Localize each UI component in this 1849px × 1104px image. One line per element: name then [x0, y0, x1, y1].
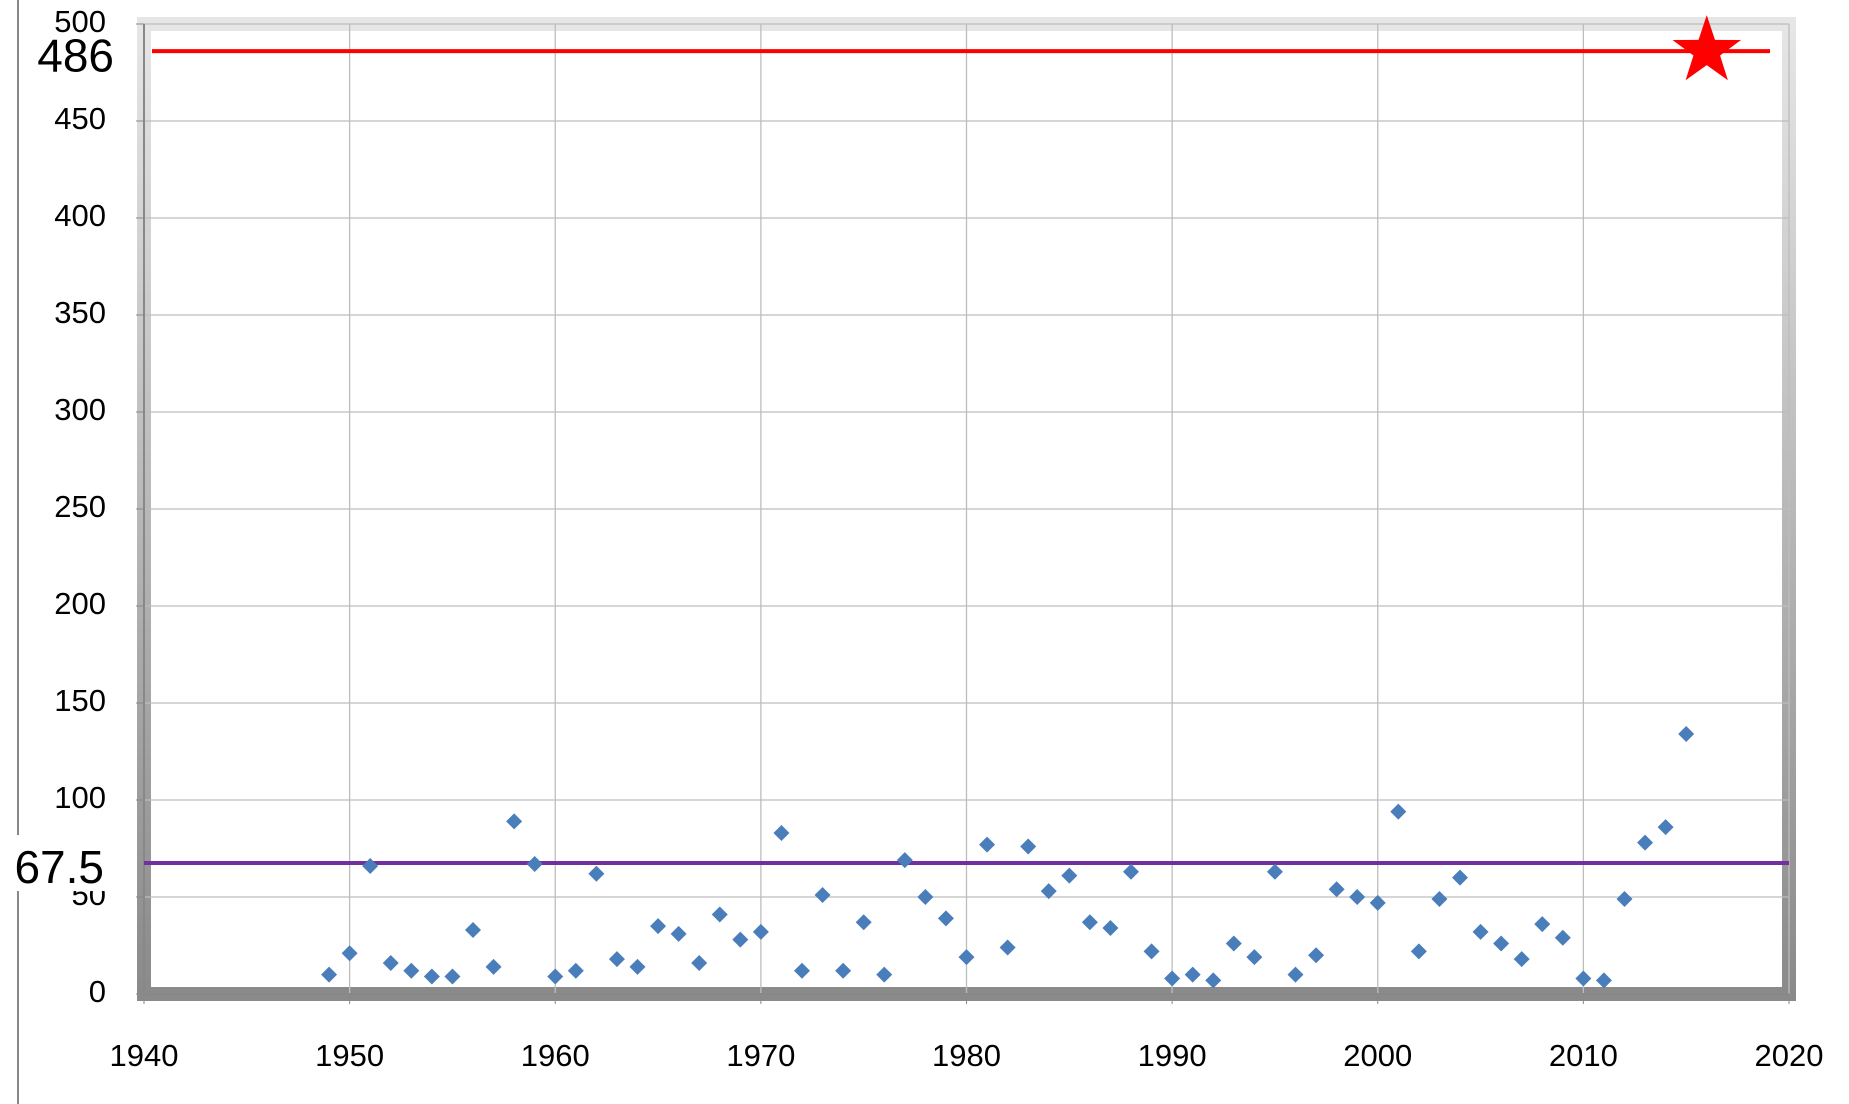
- data-point: [506, 813, 523, 830]
- data-point: [855, 914, 872, 931]
- x-tick-label: 1970: [726, 1038, 795, 1073]
- data-point: [321, 966, 338, 983]
- x-tick-label: 2010: [1549, 1038, 1618, 1073]
- y-tick-label: 100: [54, 780, 106, 815]
- data-point: [1287, 966, 1304, 983]
- reference-label: 67.5: [14, 841, 104, 893]
- data-point: [691, 954, 708, 971]
- y-tick-label: 0: [89, 974, 106, 1009]
- data-point: [1143, 943, 1160, 960]
- data-point: [1554, 929, 1571, 946]
- data-point: [1246, 949, 1263, 966]
- data-point: [465, 921, 481, 938]
- data-point: [958, 949, 975, 966]
- y-tick-label: 200: [54, 586, 106, 621]
- data-point: [1328, 881, 1345, 898]
- data-point: [1390, 803, 1407, 820]
- data-point: [794, 962, 810, 979]
- data-point: [711, 906, 728, 923]
- x-tick-label: 1960: [521, 1038, 590, 1073]
- data-point: [1616, 890, 1633, 907]
- data-point: [732, 931, 749, 948]
- data-point: [1637, 834, 1654, 851]
- data-point: [423, 968, 440, 985]
- data-point: [1534, 916, 1551, 933]
- data-point: [1513, 951, 1530, 968]
- data-point: [670, 925, 687, 942]
- x-tick-label: 1990: [1138, 1038, 1207, 1073]
- data-point: [773, 824, 790, 841]
- data-point: [814, 887, 831, 904]
- x-tick-label: 2000: [1343, 1038, 1412, 1073]
- data-point: [1205, 972, 1222, 989]
- data-point: [382, 954, 399, 971]
- data-point: [403, 962, 420, 979]
- y-tick-label: 400: [54, 198, 106, 233]
- data-point: [526, 856, 543, 873]
- x-tick-label: 2020: [1755, 1038, 1824, 1073]
- y-tick-label: 300: [54, 392, 106, 427]
- data-point: [341, 945, 358, 962]
- star-marker: [1672, 15, 1741, 81]
- data-point: [1123, 863, 1139, 880]
- data-point: [567, 962, 584, 979]
- data-point: [1472, 923, 1489, 940]
- data-point: [1102, 920, 1119, 937]
- y-tick-label: 250: [54, 489, 106, 524]
- data-point: [444, 968, 461, 985]
- data-point: [1020, 838, 1037, 855]
- data-point: [1164, 970, 1181, 987]
- data-point: [752, 923, 769, 940]
- data-point: [1595, 972, 1612, 989]
- data-point: [835, 962, 852, 979]
- x-tick-label: 1950: [315, 1038, 384, 1073]
- data-point: [1431, 890, 1448, 907]
- data-point: [629, 958, 646, 975]
- data-point: [1657, 819, 1674, 836]
- data-point: [979, 836, 996, 853]
- data-point: [876, 966, 893, 983]
- data-point: [1184, 966, 1201, 983]
- data-point: [362, 857, 379, 874]
- data-point: [1493, 935, 1510, 952]
- data-point: [1061, 867, 1078, 884]
- data-point: [1308, 947, 1325, 964]
- data-point: [1410, 943, 1427, 960]
- data-point: [485, 958, 502, 975]
- y-tick-label: 150: [54, 683, 106, 718]
- data-point: [1266, 863, 1283, 880]
- data-point: [917, 889, 934, 905]
- data-point: [608, 951, 625, 968]
- data-point: [999, 939, 1016, 956]
- data-point: [896, 852, 913, 869]
- data-point: [1678, 726, 1695, 743]
- reference-label: 486: [37, 29, 114, 81]
- data-point: [1040, 883, 1057, 900]
- x-tick-label: 1980: [932, 1038, 1001, 1073]
- data-point: [588, 865, 605, 882]
- data-point: [547, 968, 564, 985]
- x-tick-label: 1940: [110, 1038, 179, 1073]
- data-point: [1452, 869, 1468, 886]
- y-tick-label: 350: [54, 295, 106, 330]
- data-point: [1349, 889, 1366, 905]
- y-tick-label: 500: [54, 4, 106, 39]
- label-backdrop: [0, 835, 110, 892]
- data-point: [650, 918, 667, 935]
- data-point: [937, 910, 954, 927]
- data-point: [1575, 970, 1592, 987]
- y-tick-label: 450: [54, 101, 106, 136]
- data-point: [1225, 935, 1242, 952]
- data-point: [1369, 894, 1386, 911]
- data-point: [1081, 914, 1098, 931]
